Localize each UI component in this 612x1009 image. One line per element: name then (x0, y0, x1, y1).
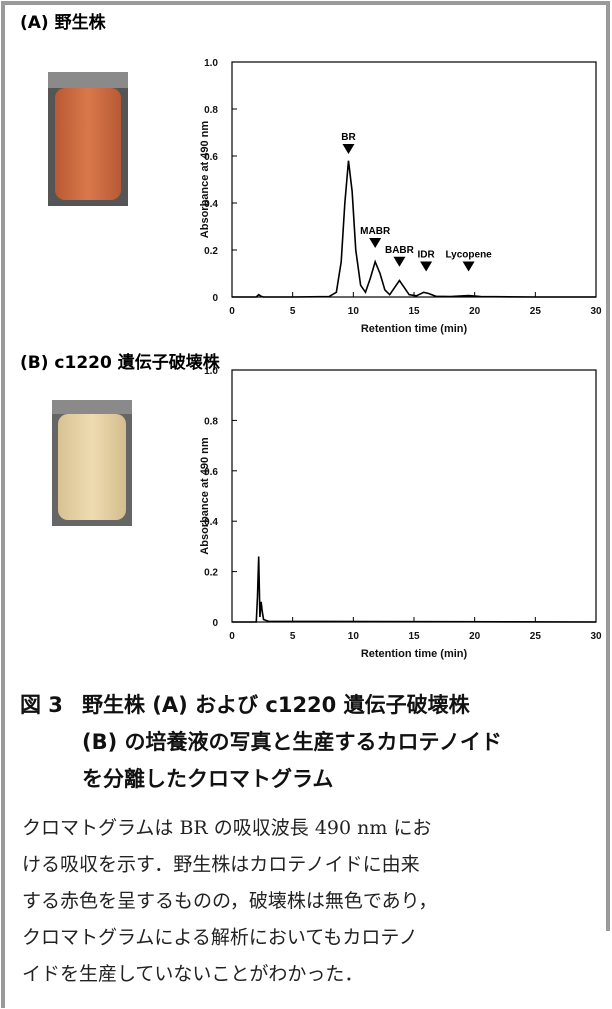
x-tick-label: 15 (408, 306, 420, 317)
x-axis-label: Retention time (min) (361, 323, 468, 335)
panel-title: (A) 野生株 (20, 12, 107, 33)
x-tick-label: 25 (530, 631, 542, 642)
peak-arrow (342, 144, 354, 154)
y-tick-label: 0.8 (204, 416, 218, 427)
chromatogram-line (232, 556, 596, 622)
caption-body: クロマトグラムによる解析においてもカロテノ (22, 927, 418, 949)
caption-title: 野生株 (A) および c1220 遺伝子破壊株 (82, 693, 471, 717)
x-tick-label: 10 (348, 306, 360, 317)
peak-label: MABR (360, 226, 391, 237)
x-tick-label: 5 (290, 631, 296, 642)
x-tick-label: 30 (590, 631, 602, 642)
plot-frame (232, 62, 596, 297)
y-tick-label: 1.0 (204, 366, 218, 377)
y-tick-label: 0.2 (204, 568, 218, 579)
caption-label: 図 3 (20, 693, 63, 717)
y-tick-label: 0 (212, 618, 218, 629)
x-tick-label: 25 (530, 306, 542, 317)
figure: 図 3 (A) 野生株00.20.40.60.81.0051015202530R… (0, 0, 612, 1009)
x-tick-label: 30 (590, 306, 602, 317)
peak-label: BR (341, 132, 356, 143)
panel-title: (B) c1220 遺伝子破壊株 (20, 352, 221, 373)
x-tick-label: 5 (290, 306, 296, 317)
x-tick-label: 0 (229, 631, 235, 642)
caption-title: を分離したクロマトグラム (82, 767, 333, 791)
plot-frame (232, 370, 596, 622)
caption-body: クロマトグラムは BR の吸収波長 490 nm にお (22, 817, 431, 839)
frame-top (1, 1, 609, 5)
caption-body: ける吸収を示す．野生株はカロテノイドに由来 (22, 854, 420, 876)
chromatogram-line (232, 161, 596, 297)
peak-arrow (369, 238, 381, 248)
y-tick-label: 0.2 (204, 246, 218, 257)
frame-left (1, 1, 5, 1008)
x-tick-label: 0 (229, 306, 235, 317)
y-axis-label: Absorbance at 490 nm (199, 437, 211, 555)
x-tick-label: 20 (469, 306, 481, 317)
photo-b (52, 400, 132, 526)
y-tick-label: 0.8 (204, 105, 218, 116)
peak-label: IDR (418, 250, 436, 261)
x-axis-label: Retention time (min) (361, 648, 468, 660)
y-axis-label: Absorbance at 490 nm (199, 121, 211, 239)
frame-right (606, 1, 610, 931)
photo-a (48, 72, 128, 206)
x-tick-label: 15 (408, 631, 420, 642)
peak-label: Lycopene (445, 250, 492, 261)
peak-arrow (420, 262, 432, 272)
y-tick-label: 1.0 (204, 58, 218, 69)
y-tick-label: 0 (212, 293, 218, 304)
x-tick-label: 10 (348, 631, 360, 642)
peak-arrow (393, 257, 405, 267)
caption-body: する赤色を呈するものの，破壊株は無色であり， (22, 890, 437, 912)
x-tick-label: 20 (469, 631, 481, 642)
caption-body: イドを生産していないことがわかった． (22, 963, 363, 985)
peak-arrow (463, 262, 475, 272)
peak-label: BABR (385, 245, 415, 256)
caption-title: (B) の培養液の写真と生産するカロテノイド (82, 730, 502, 754)
